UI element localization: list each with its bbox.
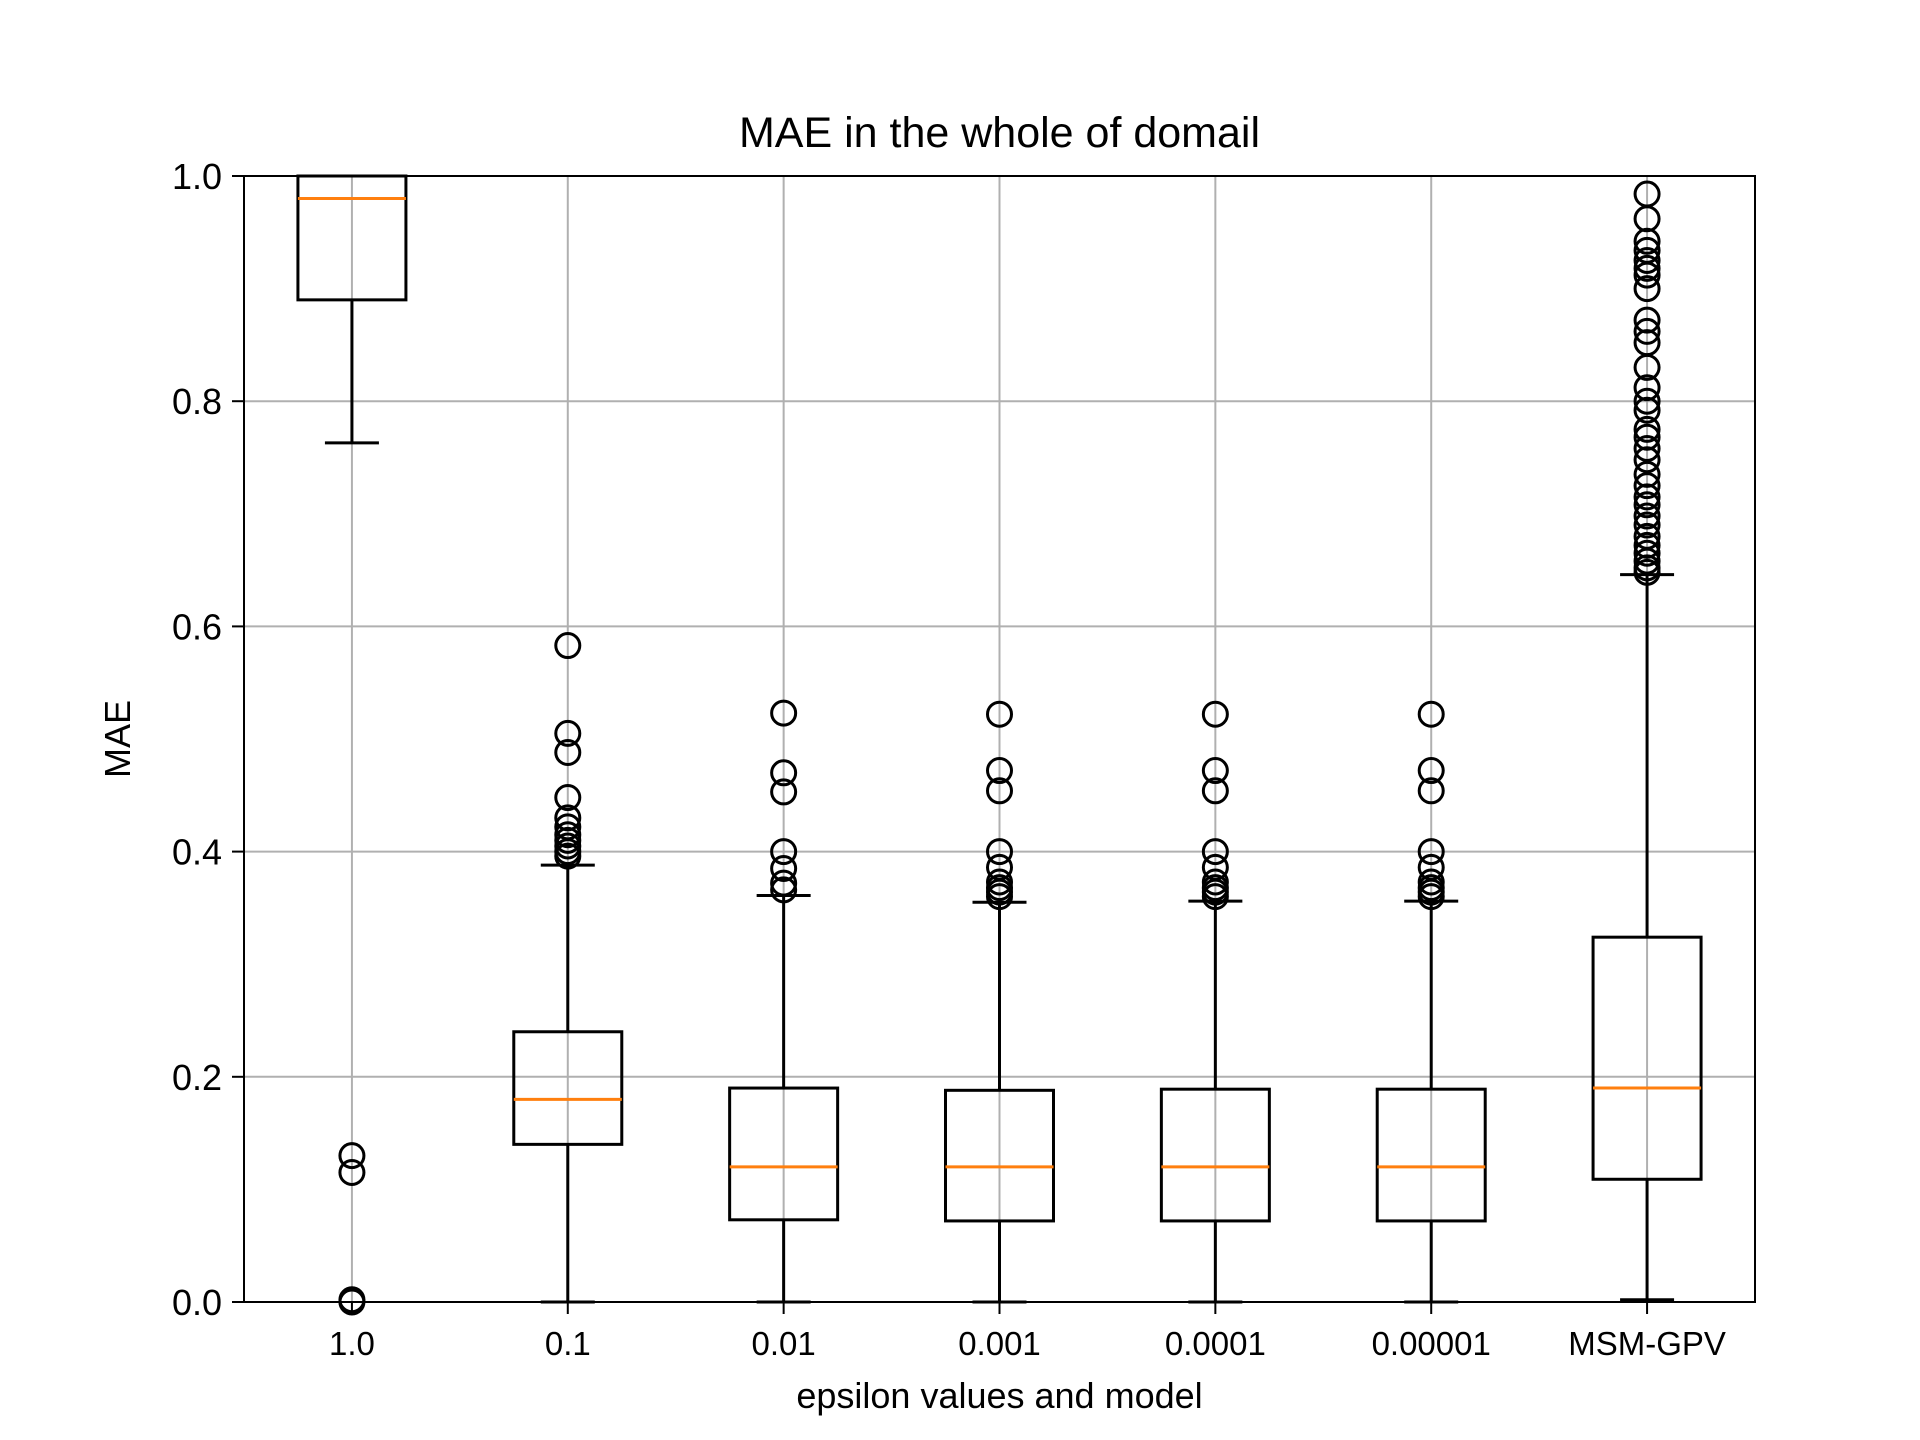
outlier-point <box>1633 502 1661 530</box>
outlier-point <box>554 739 582 767</box>
y-axis-label: MAE <box>97 700 138 778</box>
outlier-point <box>1417 757 1445 785</box>
y-tick-label: 0.4 <box>172 832 222 873</box>
outlier-point <box>1633 558 1661 586</box>
outlier-point <box>1633 539 1661 567</box>
outlier-point <box>554 842 582 870</box>
outlier-point <box>1633 434 1661 462</box>
outlier-point <box>1201 700 1229 728</box>
x-axis-label: epsilon values and model <box>796 1375 1202 1416</box>
outlier-point <box>1201 838 1229 866</box>
y-tick-label: 0.2 <box>172 1057 222 1098</box>
outlier-point <box>1633 415 1661 443</box>
box-group <box>1159 700 1271 1304</box>
outlier-point <box>1633 261 1661 289</box>
outlier-point <box>770 778 798 806</box>
outlier-point <box>1633 227 1661 255</box>
outlier-point <box>554 719 582 747</box>
x-tick-label: 0.001 <box>958 1325 1041 1362</box>
outlier-point <box>1633 491 1661 519</box>
outlier-point <box>1633 317 1661 345</box>
outlier-point <box>1633 396 1661 424</box>
outlier-point <box>1633 275 1661 303</box>
outlier-point <box>770 759 798 787</box>
x-tick-label: 1.0 <box>329 1325 375 1362</box>
outlier-point <box>770 838 798 866</box>
outlier-point <box>770 854 798 882</box>
x-tick-label: 0.0001 <box>1165 1325 1266 1362</box>
outlier-point <box>338 1142 366 1170</box>
outlier-point <box>1201 883 1229 911</box>
outlier-point <box>1633 511 1661 539</box>
iqr-box <box>944 1088 1055 1223</box>
outlier-point <box>554 784 582 812</box>
outlier-point <box>1417 700 1445 728</box>
x-tick-label: 0.1 <box>545 1325 591 1362</box>
x-tick-label: 0.01 <box>752 1325 816 1362</box>
outlier-point <box>1633 446 1661 474</box>
outlier-point <box>1633 254 1661 282</box>
outlier-point <box>770 699 798 727</box>
outlier-point <box>1417 838 1445 866</box>
x-tick-label: 0.00001 <box>1372 1325 1491 1362</box>
outlier-point <box>1201 757 1229 785</box>
iqr-box <box>512 1030 624 1146</box>
y-tick-label: 1.0 <box>172 156 222 197</box>
outlier-point <box>1633 353 1661 381</box>
outlier-point <box>770 876 798 904</box>
iqr-box <box>728 1086 840 1222</box>
y-tick-label: 0.6 <box>172 606 222 647</box>
axis-ticks: 0.0 0.2 0.4 0.6 0.8 1.0 1.0 0.1 0.01 0.001 0.0001 0… <box>172 156 1726 1362</box>
outlier-point <box>1417 883 1445 911</box>
outlier-point <box>1633 483 1661 511</box>
outlier-point <box>1633 246 1661 274</box>
outlier-point <box>338 1159 366 1187</box>
y-tick-label: 0.8 <box>172 381 222 422</box>
box-group <box>1375 700 1487 1304</box>
iqr-box <box>1591 935 1703 1181</box>
outlier-point <box>986 777 1013 805</box>
outlier-point <box>1633 547 1661 575</box>
outlier-point <box>1633 387 1661 415</box>
outlier-point <box>770 869 798 897</box>
outlier-point <box>986 700 1013 728</box>
box-series <box>296 174 1703 1316</box>
outlier-point <box>1633 472 1661 500</box>
chart-title: MAE in the whole of domail <box>739 109 1260 157</box>
box-group <box>1591 180 1703 1302</box>
outlier-point <box>986 838 1013 866</box>
x-tick-label: MSM-GPV <box>1568 1325 1726 1362</box>
iqr-box <box>1375 1087 1487 1223</box>
iqr-box <box>1159 1087 1271 1223</box>
y-tick-label: 0.0 <box>172 1282 222 1323</box>
outlier-point <box>986 883 1013 911</box>
outlier-point <box>1201 777 1229 805</box>
outlier-point <box>554 632 582 660</box>
outlier-point <box>1417 777 1445 805</box>
box-group <box>944 700 1055 1304</box>
outlier-point <box>986 757 1013 785</box>
